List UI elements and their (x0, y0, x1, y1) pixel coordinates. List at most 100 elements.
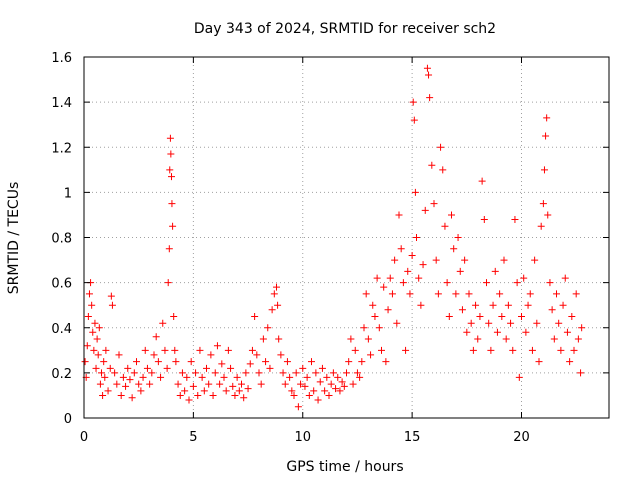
data-point (351, 346, 359, 354)
data-point (266, 364, 274, 372)
data-point (469, 346, 477, 354)
data-point (417, 301, 425, 309)
data-point (373, 274, 381, 282)
data-point (310, 387, 318, 395)
data-point (96, 380, 104, 388)
data-point (476, 312, 484, 320)
data-point (568, 312, 576, 320)
x-tick-label: 0 (80, 430, 88, 445)
data-point (227, 364, 235, 372)
data-point (406, 290, 414, 298)
data-point (456, 267, 464, 275)
data-point (483, 279, 490, 287)
data-point (124, 364, 132, 372)
y-tick-label: 0.4 (51, 322, 72, 337)
data-point (198, 373, 206, 381)
data-point (528, 346, 536, 354)
data-point (187, 358, 195, 366)
x-axis-ticks: 0 5 10 15 20 (80, 57, 530, 445)
data-point (178, 369, 186, 377)
data-point (183, 373, 191, 381)
data-point (493, 328, 501, 336)
data-point (268, 306, 276, 314)
data-point (356, 373, 364, 381)
data-point (194, 391, 202, 399)
data-point (189, 382, 197, 390)
data-point (546, 279, 554, 287)
data-point (113, 380, 121, 388)
data-point (286, 373, 294, 381)
data-point (130, 369, 138, 377)
data-point (255, 369, 263, 377)
data-point (98, 369, 105, 377)
data-point (196, 346, 204, 354)
data-point (367, 351, 375, 359)
y-tick-label: 1.6 (51, 51, 72, 66)
data-point (432, 256, 440, 264)
data-point (81, 358, 89, 366)
data-point (364, 335, 372, 343)
data-point (242, 369, 250, 377)
data-point (122, 382, 130, 390)
data-point (181, 387, 189, 395)
data-point (290, 391, 298, 399)
x-axis-label: GPS time / hours (286, 459, 403, 475)
data-point (168, 173, 175, 181)
data-point (106, 364, 114, 372)
data-point (108, 301, 116, 309)
data-point (305, 391, 313, 399)
data-point (411, 188, 419, 196)
data-point (395, 211, 403, 219)
data-point (362, 290, 370, 298)
data-point (235, 387, 243, 395)
data-point (171, 346, 179, 354)
data-point (553, 290, 560, 298)
data-point (248, 346, 256, 354)
data-point (402, 346, 410, 354)
data-point (222, 387, 230, 395)
data-point (454, 234, 462, 241)
data-point (164, 279, 172, 287)
data-point (99, 391, 107, 399)
data-point (465, 290, 473, 298)
data-point (154, 358, 162, 366)
data-point (270, 290, 278, 298)
data-point (518, 312, 525, 320)
data-point (259, 335, 267, 343)
data-point (159, 319, 167, 327)
data-point (555, 319, 563, 327)
data-point (172, 358, 180, 366)
data-point (408, 252, 416, 260)
data-point (165, 245, 173, 253)
data-point (561, 274, 569, 282)
data-point (548, 306, 556, 314)
data-point (218, 360, 226, 368)
data-point (504, 301, 512, 309)
data-point (264, 324, 272, 332)
data-point (205, 380, 213, 388)
data-point (316, 378, 324, 386)
data-point (275, 335, 283, 343)
data-point (277, 351, 285, 359)
data-point (148, 369, 156, 377)
data-point (281, 380, 289, 388)
data-point (393, 319, 401, 327)
data-point (378, 346, 385, 354)
data-point (537, 222, 545, 230)
data-point (421, 206, 429, 214)
data-point (115, 351, 123, 359)
data-point (327, 380, 335, 388)
data-point (318, 364, 326, 372)
data-point (336, 387, 344, 395)
data-point (419, 261, 427, 269)
y-axis-ticks: 0 0.2 0.4 0.6 0.8 1 1.2 1.4 1.6 (51, 51, 609, 427)
data-point (452, 290, 460, 298)
data-point (251, 312, 259, 320)
data-point (152, 333, 160, 341)
data-point (102, 346, 110, 354)
data-point (443, 279, 451, 287)
data-point (458, 306, 466, 314)
data-point (358, 358, 366, 366)
data-point (349, 380, 357, 388)
